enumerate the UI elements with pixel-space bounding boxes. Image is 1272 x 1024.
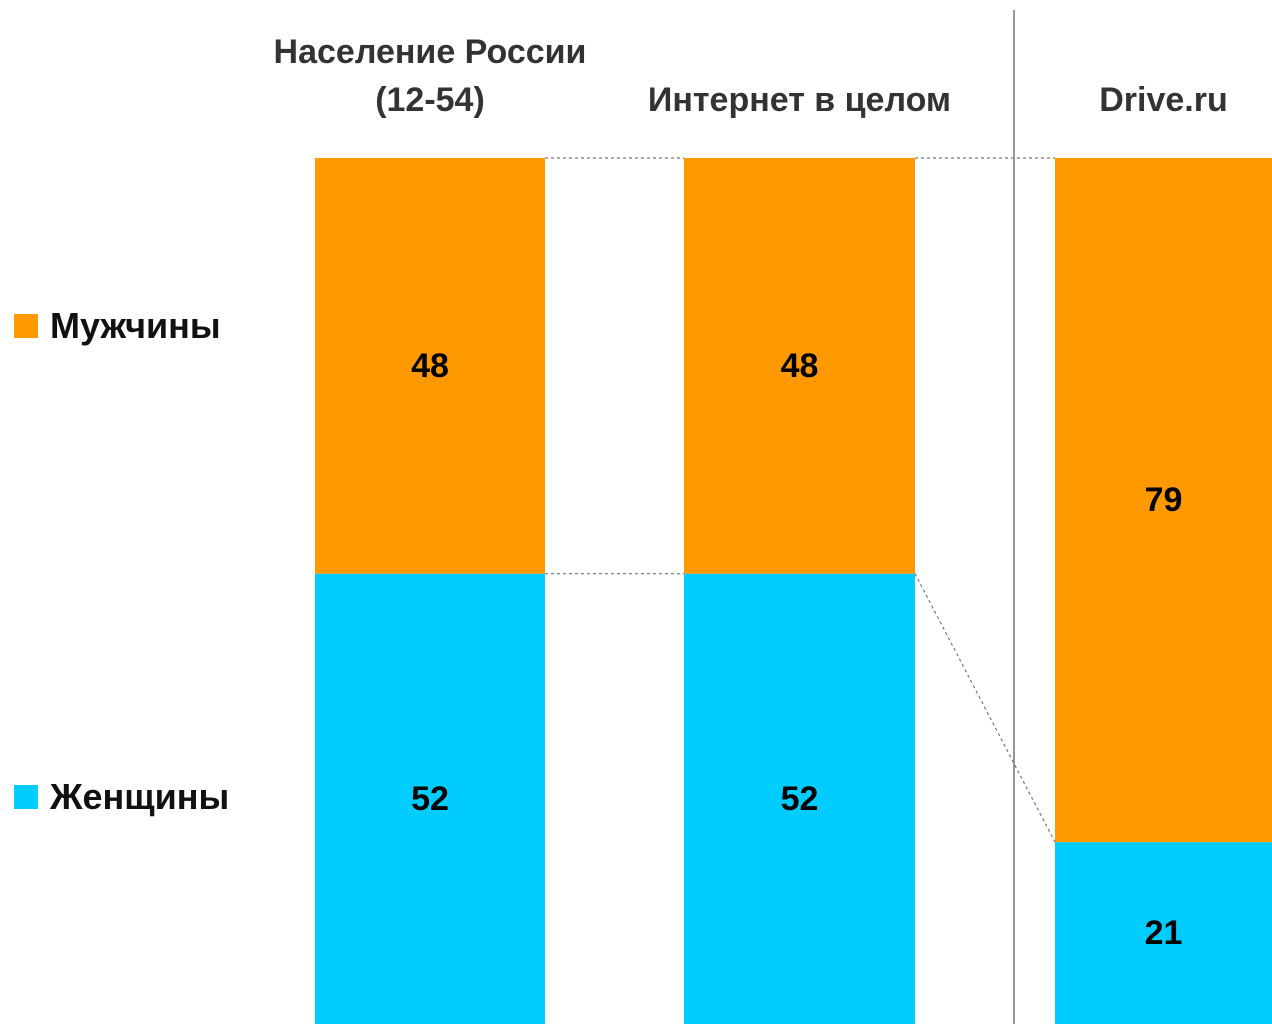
category-label: Население России (12-54) [273, 33, 587, 119]
bar-segment [684, 158, 915, 574]
legend-swatch [14, 785, 38, 809]
bar-segment [1055, 158, 1272, 843]
value-label: 79 [1144, 481, 1183, 520]
category-label: Интернет в целом [647, 81, 952, 119]
legend-label: Мужчины [50, 305, 221, 346]
bar-segment [315, 158, 545, 574]
value-label: 21 [1144, 914, 1183, 953]
bar-segment [684, 573, 915, 1024]
category-label: Drive.ru [1099, 81, 1228, 119]
legend-label: Женщины [50, 776, 230, 817]
connector [914, 573, 1056, 843]
legend-entry: Женщины [14, 776, 229, 818]
bar-segment [1055, 842, 1272, 1024]
bar-segment [315, 573, 545, 1024]
value-label: 52 [780, 779, 819, 818]
value-label: 48 [780, 346, 819, 385]
legend-swatch [14, 314, 38, 338]
legend-entry: Мужчины [14, 305, 221, 347]
value-label: 48 [411, 346, 449, 385]
value-label: 52 [411, 779, 449, 818]
